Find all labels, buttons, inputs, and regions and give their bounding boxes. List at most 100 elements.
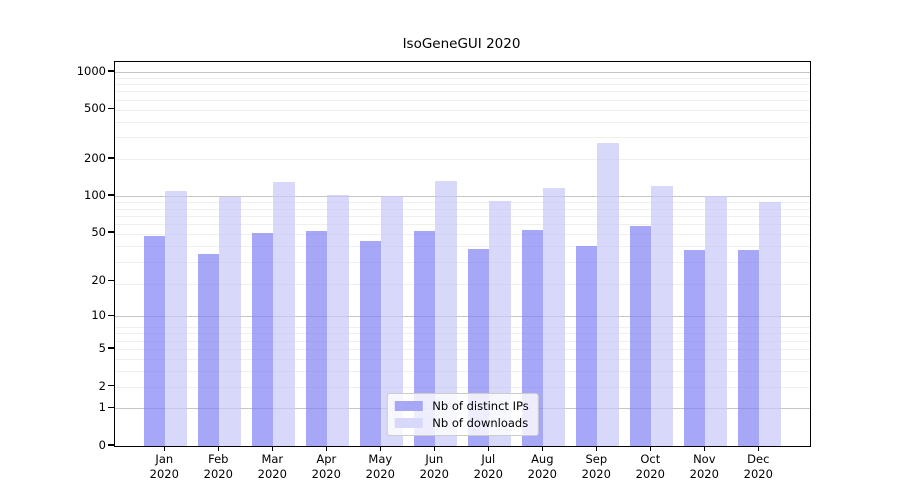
minor-gridline <box>115 283 810 285</box>
x-tick-label-sep: Sep 2020 <box>581 452 611 481</box>
minor-gridline <box>115 224 810 226</box>
bar-oct-downloads <box>651 186 673 446</box>
minor-gridline <box>115 261 810 263</box>
bar-oct-distinct-ips <box>629 226 652 446</box>
x-tick-label-dec: Dec 2020 <box>743 452 773 481</box>
y-tick-mark <box>107 279 114 281</box>
y-tick-label: 100 <box>84 188 106 203</box>
minor-gridline <box>115 91 810 93</box>
minor-gridline <box>115 386 810 388</box>
bar-may-downloads <box>381 195 403 446</box>
legend-item-distinct-ips: Nb of distinct IPs <box>394 399 529 413</box>
y-tick-mark <box>107 384 114 387</box>
x-tick-mark <box>703 446 705 451</box>
minor-gridline <box>115 215 810 217</box>
minor-gridline <box>115 84 810 86</box>
x-tick-label-jan: Jan 2020 <box>149 452 179 481</box>
bar-apr-distinct-ips <box>305 231 328 446</box>
minor-gridline <box>115 348 810 350</box>
y-tick-label: 0 <box>98 438 106 452</box>
minor-gridline <box>115 246 810 248</box>
y-tick-label: 20 <box>91 273 106 288</box>
major-gridline <box>115 196 810 198</box>
y-tick-mark <box>107 194 114 196</box>
bar-dec-distinct-ips <box>737 250 760 446</box>
bar-dec-downloads <box>759 202 781 446</box>
x-tick-label-jul: Jul 2020 <box>473 452 503 481</box>
y-tick-mark <box>107 107 114 110</box>
bar-apr-downloads <box>327 194 349 446</box>
x-tick-mark <box>379 446 381 451</box>
bar-mar-downloads <box>273 182 295 446</box>
x-tick-mark <box>541 446 543 451</box>
x-tick-mark <box>433 446 435 451</box>
legend-item-downloads: Nb of downloads <box>394 416 528 430</box>
x-tick-label-apr: Apr 2020 <box>311 452 341 481</box>
minor-gridline <box>115 99 810 101</box>
minor-gridline <box>115 77 810 79</box>
minor-gridline <box>115 327 810 329</box>
legend-swatch-distinct-ips <box>394 400 423 412</box>
y-tick-mark <box>107 347 114 349</box>
y-tick-mark <box>107 444 114 446</box>
x-tick-mark <box>217 446 219 451</box>
minor-gridline <box>115 137 810 139</box>
minor-gridline <box>115 121 810 123</box>
bar-may-distinct-ips <box>359 241 382 446</box>
x-tick-label-oct: Oct 2020 <box>635 452 665 481</box>
y-tick-label: 500 <box>84 101 106 116</box>
bar-mar-distinct-ips <box>251 233 274 446</box>
x-tick-label-feb: Feb 2020 <box>203 452 233 481</box>
y-tick-label: 10 <box>91 308 106 323</box>
x-tick-mark <box>163 446 165 451</box>
bar-nov-downloads <box>705 196 727 446</box>
y-tick-label: 5 <box>98 340 106 355</box>
y-tick-mark <box>107 70 114 72</box>
bar-sep-distinct-ips <box>575 246 598 446</box>
y-tick-mark <box>107 157 114 159</box>
legend: Nb of distinct IPs Nb of downloads <box>386 393 539 436</box>
bar-feb-distinct-ips <box>197 253 220 446</box>
minor-gridline <box>115 340 810 342</box>
bar-jan-distinct-ips <box>143 236 166 446</box>
y-tick-mark <box>107 314 114 316</box>
x-tick-label-jun: Jun 2020 <box>419 452 449 481</box>
y-tick-mark <box>107 406 114 409</box>
x-tick-label-nov: Nov 2020 <box>689 452 719 481</box>
minor-gridline <box>115 109 810 111</box>
x-tick-mark <box>757 446 759 451</box>
minor-gridline <box>115 202 810 204</box>
y-tick-label: 1 <box>98 400 106 415</box>
minor-gridline <box>115 333 810 335</box>
minor-gridline <box>115 159 810 161</box>
bar-sep-downloads <box>597 142 619 446</box>
chart-title: IsoGeneGUI 2020 <box>402 36 521 52</box>
minor-gridline <box>115 358 810 360</box>
bar-aug-downloads <box>543 188 565 446</box>
major-gridline <box>115 316 810 318</box>
y-tick-label: 2 <box>98 378 106 393</box>
legend-label-distinct-ips: Nb of distinct IPs <box>432 399 529 413</box>
minor-gridline <box>115 234 810 236</box>
bar-jun-distinct-ips <box>413 231 436 446</box>
x-tick-label-may: May 2020 <box>365 452 395 481</box>
major-gridline <box>115 71 810 73</box>
x-tick-mark <box>325 446 327 451</box>
y-tick-mark <box>107 231 114 233</box>
bar-jul-downloads <box>489 201 511 446</box>
bar-aug-distinct-ips <box>521 230 544 446</box>
x-tick-label-mar: Mar 2020 <box>257 452 287 481</box>
plot-area: Nb of distinct IPs Nb of downloads <box>114 61 811 447</box>
bar-jan-downloads <box>165 191 187 446</box>
x-tick-mark <box>595 446 597 451</box>
bar-jun-downloads <box>435 181 457 446</box>
x-tick-label-aug: Aug 2020 <box>527 452 557 481</box>
y-tick-label: 200 <box>84 150 106 165</box>
y-tick-label: 1000 <box>76 63 106 78</box>
x-tick-mark <box>271 446 273 451</box>
legend-label-downloads: Nb of downloads <box>432 416 529 430</box>
minor-gridline <box>115 208 810 210</box>
minor-gridline <box>115 370 810 372</box>
x-tick-mark <box>487 446 489 451</box>
